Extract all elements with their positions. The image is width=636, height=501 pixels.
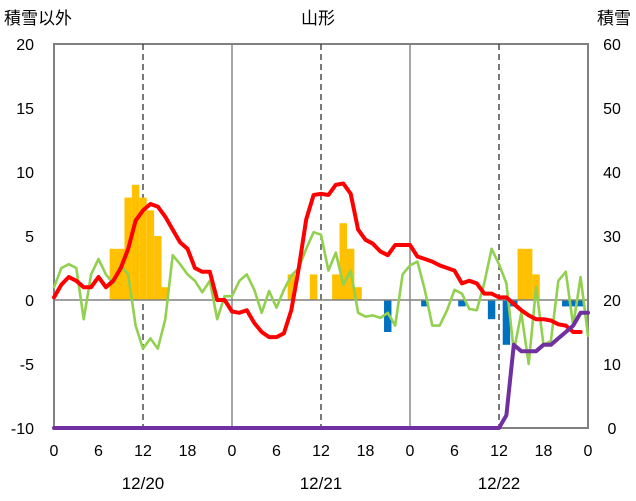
chart-title: 山形: [301, 9, 335, 29]
bar-positive: [309, 274, 318, 300]
series-line-green: [52, 230, 590, 366]
right-tick-label: 20: [603, 293, 621, 310]
bar-positive: [517, 248, 525, 300]
x-tick-label: 18: [179, 443, 197, 460]
series-line-red: [52, 181, 583, 340]
x-tick-label: 6: [272, 443, 281, 460]
x-tick-label: 0: [50, 443, 59, 460]
right-axis-title: 積雪: [597, 9, 631, 29]
bar-negative: [502, 300, 511, 345]
bar-negative: [487, 300, 496, 320]
left-tick-label: 15: [16, 101, 34, 118]
right-tick-label: 30: [603, 229, 621, 246]
right-tick-label: 50: [603, 101, 621, 118]
bar-positive: [339, 223, 347, 300]
series-line-snow-depth: [52, 310, 590, 430]
left-tick-label: -10: [11, 421, 34, 438]
left-tick-label: 10: [16, 165, 34, 182]
bar-positive: [287, 274, 296, 300]
x-tick-label: 0: [584, 443, 593, 460]
date-label: 12/20: [122, 474, 165, 493]
x-tick-label: 6: [94, 443, 103, 460]
bar-positive: [154, 236, 162, 300]
bar-negative: [562, 300, 570, 307]
right-tick-label: 10: [603, 357, 621, 374]
bar-negative: [458, 300, 466, 307]
date-label: 12/21: [300, 474, 343, 493]
x-tick-label: 12: [312, 443, 330, 460]
bar-negative: [421, 300, 429, 307]
x-tick-label: 12: [490, 443, 508, 460]
x-tick-label: 18: [535, 443, 553, 460]
x-tick-label: 18: [357, 443, 375, 460]
bar-positive: [109, 248, 118, 300]
left-tick-label: -5: [20, 357, 34, 374]
right-tick-label: 40: [603, 165, 621, 182]
bar-negative: [569, 300, 577, 307]
x-tick-label: 0: [406, 443, 415, 460]
x-tick-label: 6: [450, 443, 459, 460]
bar-positive: [524, 248, 533, 300]
x-tick-label: 0: [228, 443, 237, 460]
bar-positive: [117, 248, 125, 300]
bar-negative: [384, 300, 392, 332]
bar-positive: [354, 287, 362, 300]
left-tick-label: 0: [25, 293, 34, 310]
left-tick-label: 5: [25, 229, 34, 246]
bar-positive: [131, 184, 140, 300]
right-tick-label: 0: [608, 421, 617, 438]
left-axis-title: 積雪以外: [4, 9, 72, 29]
x-tick-label: 12: [134, 443, 152, 460]
bar-positive: [139, 197, 147, 300]
bar-positive: [332, 274, 340, 300]
left-tick-label: 20: [16, 37, 34, 54]
right-tick-label: 60: [603, 37, 621, 54]
bar-negative: [576, 300, 585, 307]
bar-positive: [146, 210, 155, 300]
date-label: 12/22: [478, 474, 521, 493]
bar-positive: [161, 287, 169, 300]
